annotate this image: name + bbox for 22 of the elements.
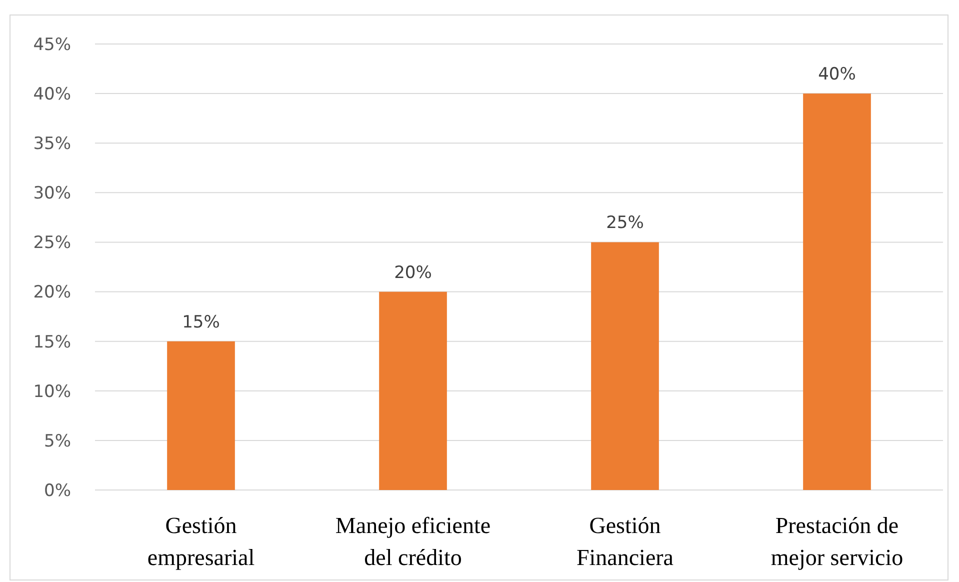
- data-label: 25%: [606, 213, 644, 234]
- x-tick-label: Gestión Financiera: [576, 513, 674, 570]
- bar: [803, 94, 871, 490]
- x-tick-label: Prestación de mejor servicio: [770, 513, 904, 570]
- x-tick-label: Manejo eficiente del crédito: [335, 513, 491, 570]
- y-tick-label: 25%: [33, 233, 71, 254]
- y-tick-label: 45%: [33, 34, 71, 55]
- y-tick-label: 40%: [33, 84, 71, 105]
- data-label: 15%: [182, 312, 220, 332]
- data-label: 40%: [818, 64, 856, 85]
- y-tick-label: 10%: [33, 382, 71, 402]
- bar: [167, 341, 235, 490]
- bar: [591, 242, 659, 490]
- y-tick-label: 30%: [33, 184, 71, 204]
- y-tick-label: 20%: [33, 282, 71, 303]
- y-tick-label: 0%: [44, 480, 71, 501]
- y-tick-label: 15%: [33, 332, 71, 352]
- y-tick-label: 35%: [33, 134, 71, 154]
- bar: [379, 292, 447, 490]
- y-tick-label: 5%: [44, 431, 71, 452]
- x-tick-label: Gestión empresarial: [147, 513, 255, 570]
- data-label: 20%: [394, 262, 432, 283]
